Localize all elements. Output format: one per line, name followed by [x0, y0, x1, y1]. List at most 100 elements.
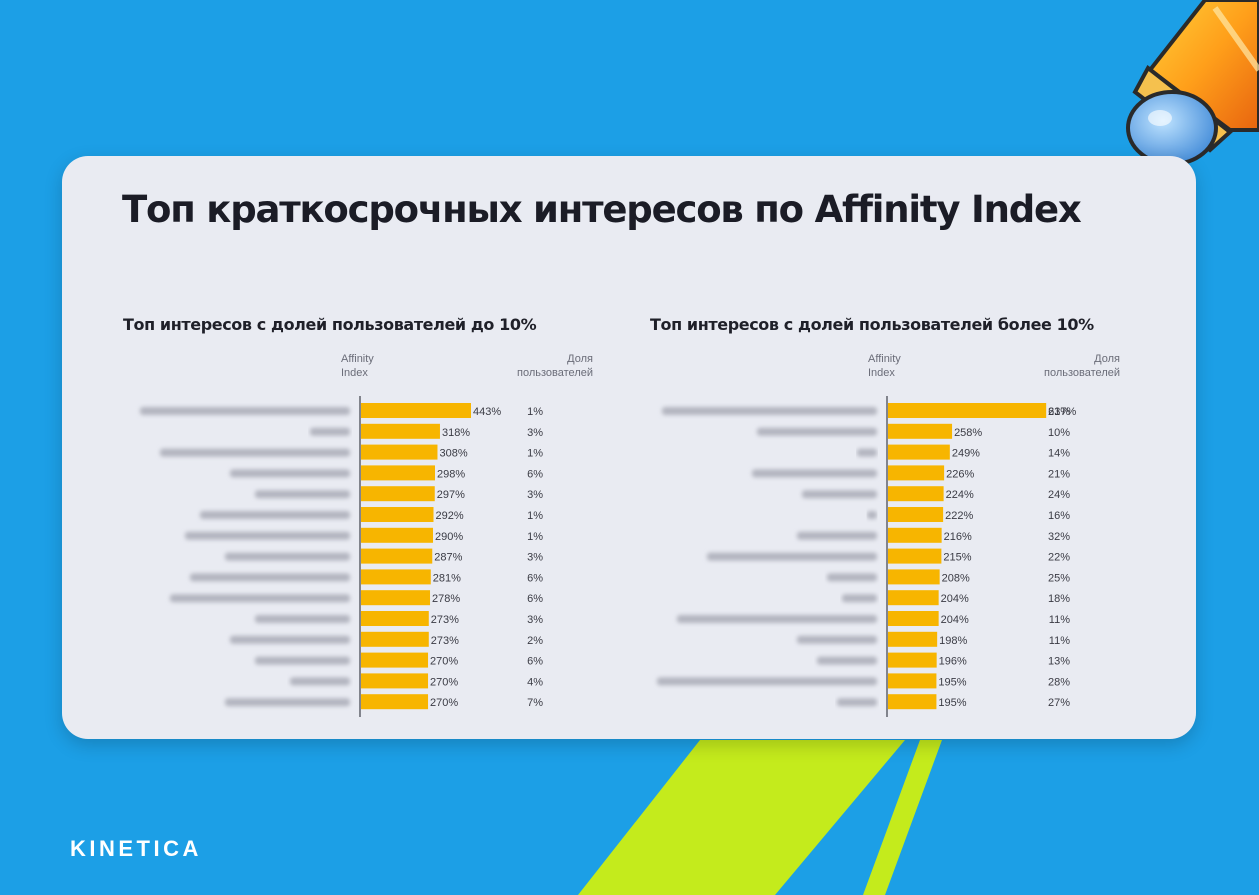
bar — [361, 631, 429, 647]
bar — [361, 507, 434, 522]
bar — [361, 423, 440, 439]
user-share-label: 13% — [1048, 656, 1070, 668]
user-share-label: 24% — [1048, 489, 1070, 501]
category-label-blurred — [230, 635, 350, 644]
category-label-blurred — [827, 573, 877, 582]
affinity-value-label: 208% — [942, 572, 970, 584]
category-label-blurred — [255, 615, 350, 623]
affinity-value-label: 270% — [430, 697, 458, 709]
user-share-label: 1% — [527, 510, 543, 522]
affinity-value-label: 224% — [946, 489, 974, 501]
category-label-blurred — [225, 698, 350, 707]
bar — [361, 403, 471, 418]
user-share-label: 11% — [1049, 635, 1070, 647]
affinity-value-label: 198% — [939, 635, 967, 647]
affinity-value-label: 281% — [433, 572, 461, 584]
column-header-affinity: Affinity Index — [341, 352, 374, 380]
affinity-value-label: 270% — [430, 676, 458, 688]
bar — [888, 465, 945, 481]
category-label-blurred — [290, 677, 350, 686]
category-label-blurred — [757, 427, 877, 436]
bar-chart-right: 637%21%258% 10%249% 14%226% 21%224% 24%222% 1… — [657, 396, 1077, 717]
affinity-value-label: 278% — [432, 593, 460, 605]
column-header-affinity-text: Affinity Index — [868, 353, 901, 379]
bar — [361, 569, 431, 585]
category-label-blurred — [310, 427, 350, 436]
category-label-blurred — [255, 656, 350, 665]
bar — [888, 444, 950, 460]
affinity-value-label: 216% — [944, 531, 972, 543]
bar — [888, 548, 942, 564]
category-label-blurred — [797, 531, 877, 540]
column-header-share-text: Доля пользователей — [1044, 353, 1120, 379]
panel-right: Топ интересов с долей пользователей боле… — [650, 156, 1120, 739]
user-share-label: 32% — [1048, 531, 1070, 543]
affinity-value-label: 273% — [431, 614, 459, 626]
column-header-affinity: Affinity Index — [868, 352, 901, 380]
bar-chart-left: 443% 1% 318% 3% 308% 1% 298% 6% 297% 3% 292% 1% 290%… — [140, 396, 543, 717]
user-share-label: 10% — [1048, 427, 1070, 439]
user-share-label: 2% — [527, 635, 543, 647]
bar — [361, 548, 433, 564]
user-share-label: 3% — [527, 614, 543, 626]
category-label-blurred — [817, 656, 877, 665]
category-label-blurred — [867, 511, 877, 519]
category-label-blurred — [752, 469, 877, 478]
category-label-blurred — [857, 448, 877, 457]
category-label-blurred — [657, 677, 877, 686]
category-label-blurred — [837, 698, 877, 707]
user-share-label: 3% — [527, 552, 543, 564]
category-label-blurred — [230, 469, 350, 478]
column-header-share: Доля пользователей — [517, 352, 593, 380]
affinity-value-label: 258% — [954, 427, 982, 439]
affinity-value-label: 443% — [473, 406, 501, 418]
affinity-value-label: 290% — [435, 531, 463, 543]
column-header-affinity-text: Affinity Index — [341, 353, 374, 379]
user-share-label: 22% — [1048, 552, 1070, 564]
user-share-label: 1% — [527, 448, 543, 460]
category-label-blurred — [797, 635, 877, 644]
user-share-label: 3% — [527, 489, 543, 501]
chart-card: Топ краткосрочных интересов по Affinity … — [62, 156, 1196, 739]
user-share-label: 6% — [527, 593, 543, 605]
affinity-value-label: 204% — [941, 614, 969, 626]
bar — [361, 694, 429, 710]
user-share-label: 3% — [527, 427, 543, 439]
category-label-blurred — [185, 531, 350, 540]
user-share-label: 25% — [1048, 572, 1070, 584]
user-share-label: 6% — [527, 468, 543, 480]
bar — [888, 590, 939, 606]
category-label-blurred — [255, 490, 350, 499]
bar — [888, 423, 953, 439]
affinity-value-label: 637% — [1048, 406, 1076, 418]
affinity-value-label: 222% — [945, 510, 973, 522]
page-title: Топ краткосрочных интересов по Affinity … — [122, 188, 1082, 231]
user-share-label: 27% — [1048, 697, 1070, 709]
bar — [361, 590, 431, 606]
category-label-blurred — [200, 511, 350, 519]
user-share-label: 14% — [1048, 448, 1070, 460]
affinity-value-label: 195% — [938, 676, 966, 688]
bar — [361, 486, 435, 502]
category-label-blurred — [677, 615, 877, 623]
affinity-value-label: 270% — [430, 656, 458, 668]
category-label-blurred — [707, 552, 877, 561]
affinity-value-label: 297% — [437, 489, 465, 501]
affinity-value-label: 298% — [437, 468, 465, 480]
bar — [888, 486, 944, 502]
bar — [888, 569, 940, 585]
category-label-blurred — [225, 552, 350, 561]
panel-left: Топ интересов с долей пользователей до 1… — [123, 156, 593, 739]
category-label-blurred — [802, 490, 877, 499]
affinity-value-label: 195% — [938, 697, 966, 709]
affinity-value-label: 204% — [941, 593, 969, 605]
affinity-value-label: 273% — [431, 635, 459, 647]
affinity-value-label: 292% — [436, 510, 464, 522]
user-share-label: 1% — [527, 406, 543, 418]
affinity-value-label: 226% — [946, 468, 974, 480]
bar — [361, 652, 429, 668]
user-share-label: 16% — [1048, 510, 1070, 522]
user-share-label: 18% — [1048, 593, 1070, 605]
green-stripes — [578, 740, 942, 895]
